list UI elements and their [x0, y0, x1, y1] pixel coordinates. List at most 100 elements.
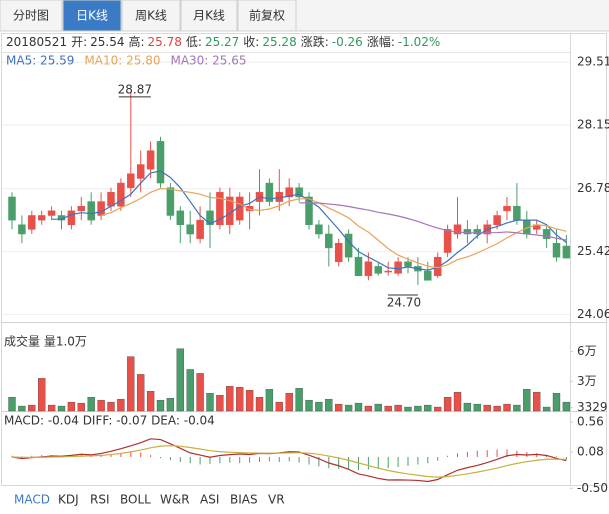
volume-bar: [156, 399, 165, 412]
y-tick-label: 24.06: [577, 307, 609, 321]
candle-body: [394, 261, 402, 274]
tab[interactable]: [237, 0, 297, 32]
indicator-tab[interactable]: BIAS: [230, 493, 258, 507]
ma-legend: MA5: 25.59: [6, 54, 74, 68]
chart-frame: [1, 33, 607, 486]
info-value: 25.78: [148, 35, 182, 49]
tab-label[interactable]: 日K线: [76, 9, 108, 23]
volume-bar: [275, 401, 283, 412]
y-tick-label: 6万: [577, 344, 597, 358]
volume-bar: [236, 387, 244, 412]
info-label: 低:: [186, 35, 202, 49]
info-value: 25.27: [205, 35, 239, 49]
volume-bar: [443, 396, 452, 412]
volume-bar: [196, 373, 204, 412]
volume-bar: [424, 404, 432, 412]
info-date: 20180521: [6, 35, 67, 49]
annotation: 24.70: [387, 295, 421, 309]
volume-bar: [127, 356, 135, 412]
candle-body: [28, 215, 36, 230]
volume-bar: [463, 402, 472, 412]
y-tick-label: 28.15: [577, 118, 609, 132]
volume-bar: [176, 348, 184, 412]
candle-body: [196, 219, 204, 239]
volume-bar: [335, 403, 343, 412]
candle-body: [443, 229, 452, 253]
candle-body: [107, 192, 115, 207]
indicator-tab[interactable]: ASI: [200, 493, 219, 507]
volume-bar: [305, 399, 313, 412]
info-value: 25.54: [90, 35, 124, 49]
volume-bar: [483, 404, 491, 412]
candle-body: [503, 205, 511, 212]
ma-legend: MA10: 25.80: [84, 54, 160, 68]
indicator-tab[interactable]: KDJ: [58, 493, 79, 507]
candle-body: [285, 187, 293, 198]
indicator-tab[interactable]: MACD: [14, 493, 50, 507]
candle-body: [305, 196, 313, 225]
volume-bar: [117, 398, 125, 412]
volume-bar: [374, 403, 382, 412]
volume-bar: [354, 402, 363, 412]
y-tick-label: -0.50: [577, 481, 608, 495]
candle-body: [493, 215, 501, 225]
volume-bar: [107, 401, 115, 412]
volume-bar: [47, 404, 56, 412]
candle-body: [97, 201, 105, 216]
tab-label[interactable]: 分时图: [13, 9, 49, 23]
candle-body: [47, 210, 56, 216]
volume-bar: [542, 406, 551, 412]
candle-body: [295, 187, 303, 198]
indicator-tab[interactable]: BOLL: [120, 493, 151, 507]
tab[interactable]: [180, 0, 238, 32]
y-tick-label: 0.56: [577, 415, 604, 429]
volume-bar: [67, 401, 76, 412]
ma-line: [51, 170, 567, 271]
candle-body: [265, 182, 274, 202]
candle-body: [8, 196, 16, 221]
tab[interactable]: [0, 0, 63, 32]
candle-body: [473, 229, 482, 235]
volume-bar: [523, 389, 531, 412]
candle-body: [117, 182, 125, 207]
tab-label[interactable]: 前复权: [249, 8, 285, 23]
candle-body: [87, 201, 95, 221]
candle-body: [404, 261, 412, 267]
indicator-tab[interactable]: VR: [268, 493, 285, 507]
annotation: 28.87: [118, 82, 152, 96]
y-tick-label: 29.51: [577, 55, 609, 69]
volume-bar: [166, 397, 175, 412]
volume-bar: [28, 404, 36, 412]
info-label: 收:: [243, 35, 259, 49]
volume-bar: [414, 405, 422, 412]
candle-body: [136, 164, 145, 179]
tab-label[interactable]: 周K线: [135, 9, 167, 23]
volume-bar: [216, 395, 224, 412]
y-tick-label: 3329: [577, 400, 608, 414]
volume-bar: [473, 403, 481, 412]
candle-body: [146, 150, 155, 170]
volume-bar: [295, 388, 303, 412]
ma-line: [299, 202, 567, 241]
candle-body: [562, 245, 571, 259]
volume-bar: [8, 396, 16, 412]
volume-bar: [315, 401, 323, 412]
candle-body: [325, 233, 333, 249]
volume-bar: [552, 393, 561, 412]
volume-title: 成交量 量1.0万: [4, 334, 87, 349]
indicator-tab[interactable]: W&R: [160, 493, 190, 507]
indicator-tab[interactable]: RSI: [90, 493, 110, 507]
info-label: 高:: [128, 34, 144, 49]
volume-bar: [404, 406, 412, 412]
volume-bar: [493, 405, 501, 412]
candle-body: [424, 270, 432, 281]
tab[interactable]: [121, 0, 181, 32]
volume-bar: [97, 399, 105, 412]
volume-bar: [503, 403, 511, 412]
tab[interactable]: [62, 0, 122, 32]
volume-bar: [245, 390, 254, 412]
volume-bar: [434, 406, 442, 412]
tab-label[interactable]: 月K线: [193, 9, 225, 23]
diff-line: [11, 438, 567, 483]
